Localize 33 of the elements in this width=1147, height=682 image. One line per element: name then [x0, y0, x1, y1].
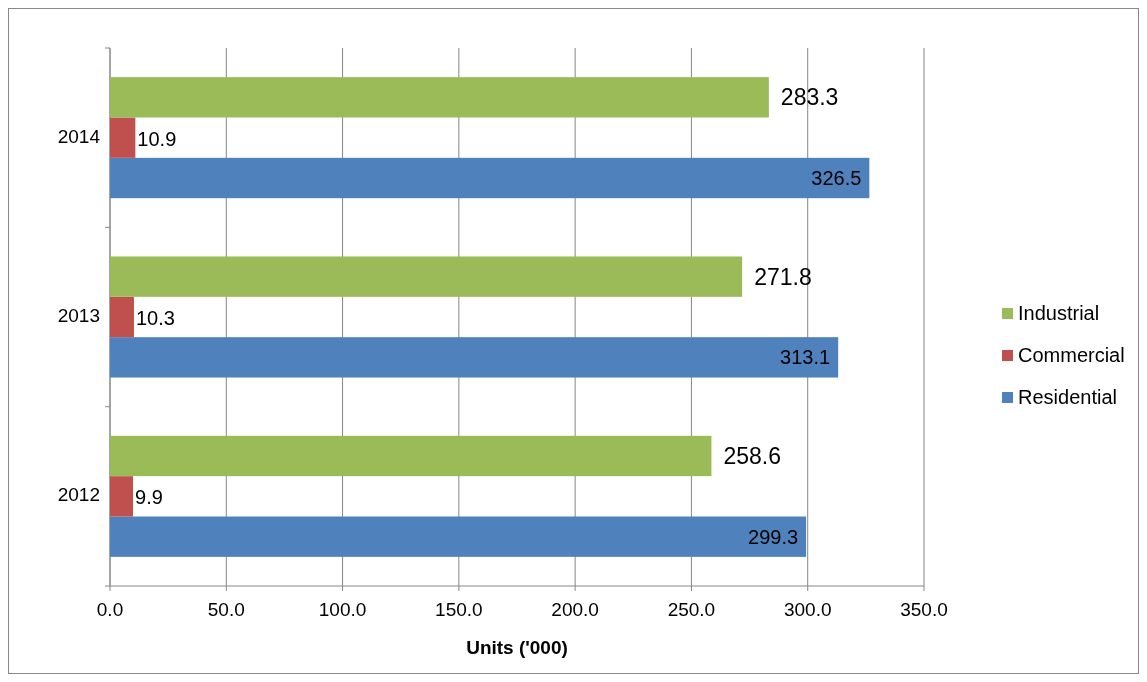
bar	[110, 516, 807, 557]
bar	[110, 77, 769, 118]
data-label: 10.9	[137, 127, 177, 150]
bar	[110, 476, 134, 517]
x-tick-label: 150.0	[435, 599, 483, 620]
data-label: 283.3	[780, 84, 839, 111]
y-tick-label: 2013	[57, 305, 100, 327]
bar	[110, 435, 712, 477]
bar	[110, 296, 134, 338]
x-tick-label: 250.0	[667, 599, 716, 620]
legend-label: Residential	[1018, 386, 1117, 408]
bar	[110, 256, 743, 297]
x-tick-label: 200.0	[551, 599, 599, 620]
data-label: 10.3	[135, 307, 175, 329]
x-axis-title: Units ('000)	[466, 637, 568, 658]
data-label: 9.9	[135, 486, 163, 509]
bar	[110, 337, 839, 378]
bar	[110, 117, 136, 158]
legend-label: Industrial	[1018, 302, 1100, 324]
x-tick-label: 0.0	[96, 599, 124, 620]
legend-label: Commercial	[1018, 344, 1125, 366]
y-tick-label: 2012	[57, 484, 100, 506]
data-label: 326.5	[811, 167, 862, 190]
x-tick-label: 300.0	[783, 599, 832, 620]
data-label: 258.6	[723, 442, 781, 469]
data-label: 299.3	[748, 525, 799, 548]
x-tick-label: 350.0	[900, 599, 948, 620]
data-label: 271.8	[754, 263, 812, 290]
y-tick-label: 2014	[57, 125, 101, 147]
data-label: 313.1	[780, 346, 831, 369]
x-tick-label: 100.0	[318, 599, 367, 620]
x-tick-label: 50.0	[207, 599, 245, 620]
bar	[110, 157, 870, 199]
